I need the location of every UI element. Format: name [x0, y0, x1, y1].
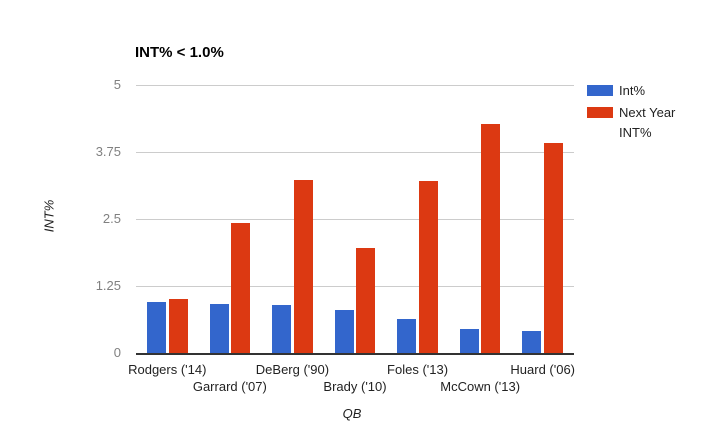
gridline: [136, 286, 574, 287]
legend-item: Next Year INT%: [587, 103, 689, 143]
y-tick-label: 1.25: [95, 278, 121, 293]
y-tick-label: 0: [113, 345, 121, 360]
x-tick-label: Brady ('10): [323, 379, 387, 394]
gridline: [136, 152, 574, 153]
bar-int-pct: [459, 328, 479, 353]
x-tick-label: DeBerg ('90): [255, 362, 330, 377]
legend-swatch-icon: [587, 85, 613, 96]
bar-int-pct: [397, 319, 417, 353]
bar-next-year-int-pct: [356, 247, 376, 353]
x-axis-title: QB: [342, 406, 362, 421]
bar-next-year-int-pct: [481, 123, 501, 353]
legend-item: Int%: [587, 81, 689, 101]
plot-area: [136, 85, 574, 355]
bar-int-pct: [522, 331, 542, 353]
x-tick-label: Rodgers ('14): [128, 362, 207, 377]
y-tick-label: 3.75: [95, 144, 121, 159]
bar-next-year-int-pct: [168, 299, 188, 353]
legend-label: Next Year INT%: [619, 105, 676, 140]
x-tick-label: Garrard ('07): [192, 379, 267, 394]
x-tick-label: Huard ('06): [510, 362, 576, 377]
legend: Int% Next Year INT%: [587, 81, 689, 143]
gridline: [136, 219, 574, 220]
gridline: [136, 85, 574, 86]
legend-swatch-icon: [587, 107, 613, 118]
x-tick-label: McCown ('13): [440, 379, 521, 394]
bar-int-pct: [209, 303, 229, 353]
bar-next-year-int-pct: [418, 180, 438, 353]
bar-int-pct: [272, 304, 292, 353]
bar-next-year-int-pct: [231, 222, 251, 353]
bar-int-pct: [334, 309, 354, 353]
bar-next-year-int-pct: [543, 142, 563, 353]
chart-title: INT% < 1.0%: [135, 44, 224, 61]
legend-label: Int%: [619, 83, 646, 98]
x-tick-label: Foles ('13): [387, 362, 449, 377]
y-tick-label: 2.5: [102, 211, 121, 226]
y-tick-label: 5: [113, 77, 121, 92]
bar-int-pct: [147, 301, 167, 353]
bar-next-year-int-pct: [293, 179, 313, 353]
